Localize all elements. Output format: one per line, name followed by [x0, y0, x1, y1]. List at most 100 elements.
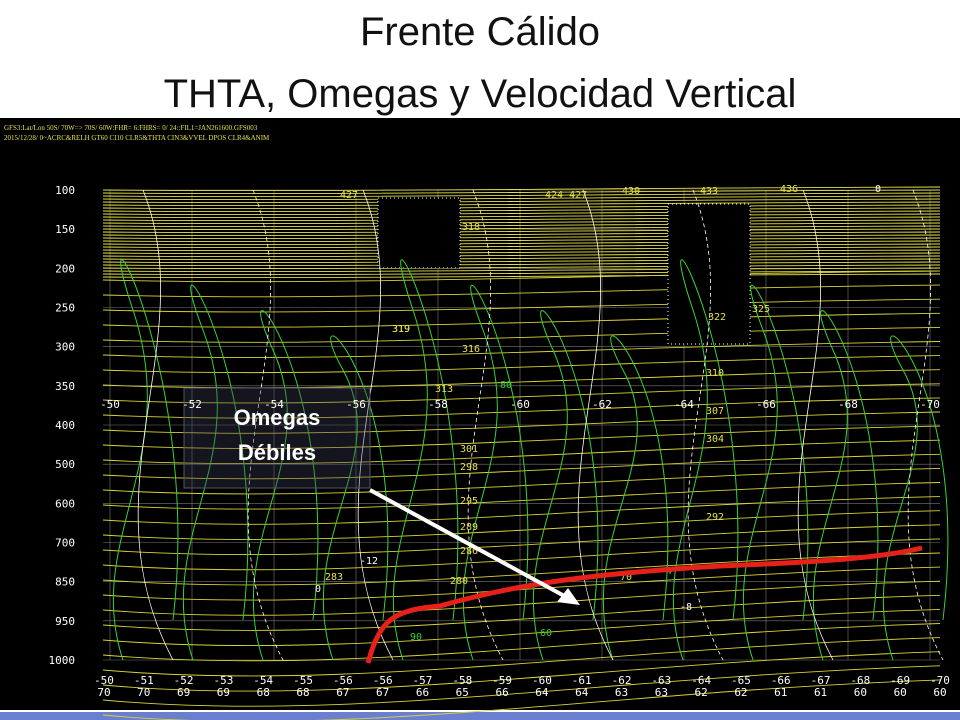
bottom-lat: 62 — [734, 686, 747, 699]
bottom-lat: 65 — [456, 686, 469, 699]
bottom-lat: 67 — [376, 686, 389, 699]
omega-contour — [907, 189, 944, 661]
isentrope — [102, 213, 941, 219]
humidity-contour — [532, 310, 599, 661]
bottom-lon: -62 — [612, 674, 632, 687]
contour-label: 424 427 — [545, 190, 587, 201]
label-block — [377, 197, 461, 269]
header: GFS3:Lat/Lon 50S/ 70W=> 70S/ 60W:FHR= 6:… — [4, 124, 258, 132]
bottom-lon: -57 — [413, 674, 433, 687]
arrow — [369, 488, 569, 600]
bottom-lat: 69 — [177, 686, 190, 699]
isentrope — [102, 267, 941, 273]
isentrope — [102, 192, 941, 198]
isentrope — [102, 261, 941, 267]
isentrope — [102, 608, 941, 647]
humidity-contour — [392, 259, 459, 661]
isentrope — [102, 524, 941, 556]
humidity-contour — [182, 284, 249, 661]
contour-label: 430 — [622, 186, 640, 197]
pressure-label: 500 — [55, 458, 75, 471]
humidity-contour — [672, 259, 739, 661]
contour-label: 319 — [392, 324, 410, 335]
isentrope — [102, 496, 941, 525]
bottom-lon: -52 — [174, 674, 194, 687]
isentrope — [102, 552, 941, 586]
pressure-label: 250 — [55, 302, 75, 315]
omega-contour — [247, 189, 284, 661]
longitude-label: -50 — [100, 398, 120, 411]
isentrope — [102, 679, 941, 720]
bottom-lat: 67 — [336, 686, 349, 699]
omega-contour — [137, 189, 174, 661]
slide-title: Frente Cálido — [359, 10, 601, 54]
contour-label: 292 — [706, 512, 724, 523]
bottom-lat: 63 — [655, 686, 668, 699]
contour-label: 80 — [500, 380, 512, 391]
cross-section: GFS3:Lat/Lon 50S/ 70W=> 70S/ 60W:FHR= 6:… — [0, 118, 960, 720]
contour-label: 310 — [706, 368, 724, 379]
isentrope — [102, 210, 941, 216]
warm-front — [365, 545, 923, 664]
bottom-lon: -59 — [492, 674, 512, 687]
slide-title: THTA, Omegas y Velocidad Vertical — [163, 72, 797, 116]
label-block — [667, 203, 751, 345]
bottom-lat: 68 — [257, 686, 270, 699]
bottom-lon: -56 — [333, 674, 353, 687]
bottom-lon: -54 — [253, 674, 273, 687]
contour-label: -12 — [360, 556, 378, 567]
pressure-label: 1000 — [49, 654, 76, 667]
bottom-lon: -60 — [532, 674, 552, 687]
longitude-label: -70 — [920, 398, 940, 411]
bottom-lat: 63 — [615, 686, 628, 699]
contour-label: 70 — [620, 572, 632, 583]
contour-label: 295 — [460, 496, 478, 507]
isentrope — [102, 186, 941, 192]
bottom-lat: 66 — [416, 686, 429, 699]
isentrope — [102, 252, 941, 258]
isentrope — [102, 222, 941, 228]
bottom-lat: 60 — [854, 686, 867, 699]
isentrope — [102, 258, 941, 264]
bottom-lon: -53 — [213, 674, 233, 687]
contour-label: 286 — [460, 546, 478, 557]
pressure-label: 300 — [55, 341, 75, 354]
omega-contour — [357, 189, 394, 661]
contour-label: 307 — [706, 406, 724, 417]
isentrope — [102, 326, 941, 343]
omega-contour — [577, 189, 614, 661]
isentrope — [102, 623, 941, 662]
isentrope — [102, 216, 941, 222]
humidity-contour — [812, 310, 879, 661]
humidity-contour — [602, 335, 669, 661]
contour-label: 289 — [460, 522, 478, 533]
humidity-contour — [742, 284, 809, 661]
bottom-lat: 61 — [814, 686, 827, 699]
pressure-label: 700 — [55, 537, 75, 550]
longitude-label: -52 — [182, 398, 202, 411]
isentrope — [102, 425, 941, 449]
contour-label: 436 — [780, 184, 798, 195]
contour-label: 280 — [450, 576, 468, 587]
color-strip — [0, 712, 960, 720]
bottom-lon: -61 — [572, 674, 592, 687]
longitude-label: -60 — [510, 398, 530, 411]
bottom-lon: -63 — [651, 674, 671, 687]
pressure-label: 350 — [55, 380, 75, 393]
bottom-lon: -64 — [691, 674, 711, 687]
arrowhead — [557, 588, 580, 605]
contour-label: 0 — [315, 584, 321, 595]
contour-label: 60 — [540, 628, 552, 639]
bottom-lon: -67 — [811, 674, 831, 687]
header: 2015/12/28/ 0~ACRC&RELH GT60 CI10 CLR5&T… — [4, 134, 270, 142]
bottom-lat: 70 — [97, 686, 110, 699]
bottom-lon: -70 — [930, 674, 950, 687]
isentrope — [102, 538, 941, 571]
longitude-label: -58 — [428, 398, 448, 411]
isentrope — [102, 383, 941, 404]
longitude-label: -66 — [756, 398, 776, 411]
pressure-label: 100 — [55, 184, 75, 197]
isentrope — [102, 665, 941, 707]
contour-label: -8 — [680, 602, 692, 613]
